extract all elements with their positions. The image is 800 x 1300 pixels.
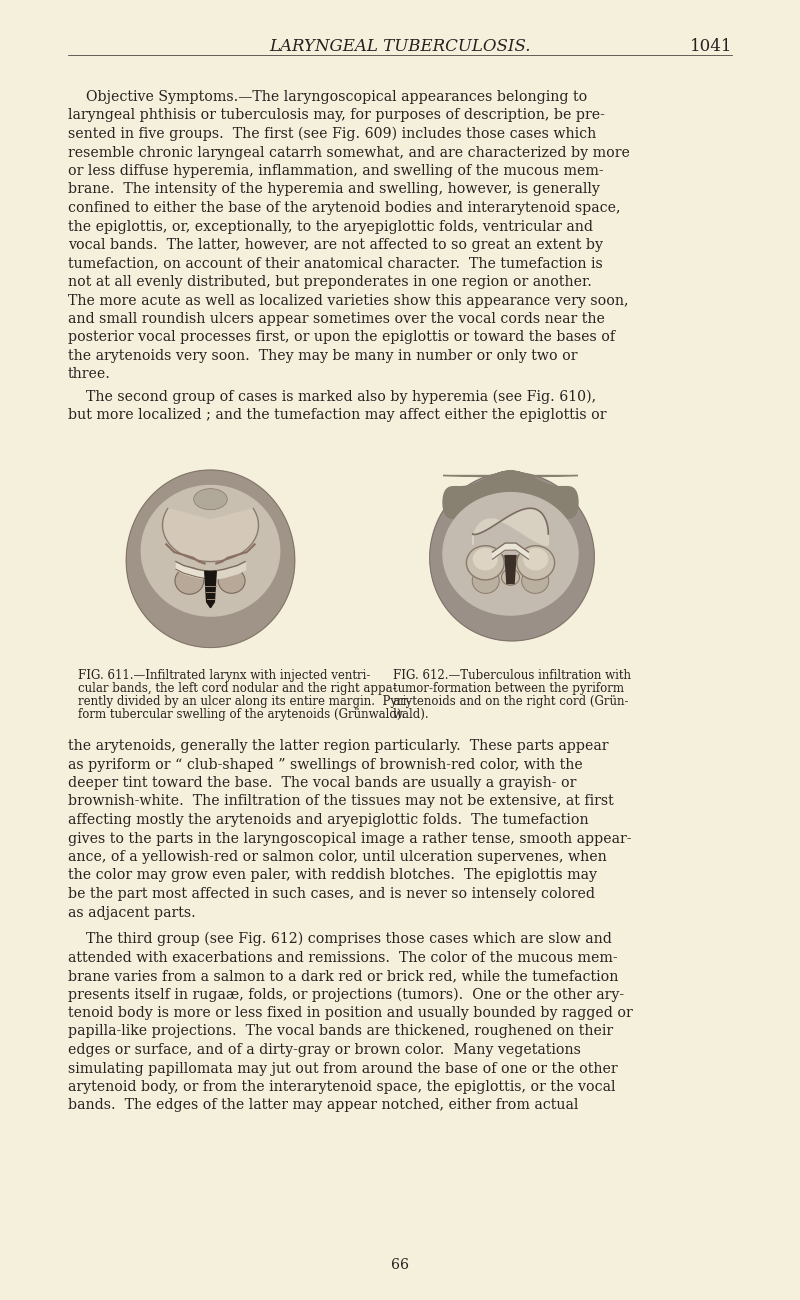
Text: LARYNGEAL TUBERCULOSIS.: LARYNGEAL TUBERCULOSIS.	[270, 38, 530, 55]
Text: brane varies from a salmon to a dark red or brick red, while the tumefaction: brane varies from a salmon to a dark red…	[68, 968, 618, 983]
Text: resemble chronic laryngeal catarrh somewhat, and are characterized by more: resemble chronic laryngeal catarrh somew…	[68, 146, 630, 160]
Text: three.: three.	[68, 368, 111, 381]
Ellipse shape	[466, 546, 504, 580]
Text: attended with exacerbations and remissions.  The color of the mucous mem-: attended with exacerbations and remissio…	[68, 950, 618, 965]
Text: cular bands, the left cord nodular and the right appa-: cular bands, the left cord nodular and t…	[78, 682, 397, 696]
Text: The second group of cases is marked also by hyperemia (see Fig. 610),: The second group of cases is marked also…	[68, 390, 596, 404]
Text: form tubercular swelling of the arytenoids (Grünwald).: form tubercular swelling of the arytenoi…	[78, 708, 406, 722]
Text: but more localized ; and the tumefaction may affect either the epiglottis or: but more localized ; and the tumefaction…	[68, 408, 606, 422]
Text: be the part most affected in such cases, and is never so intensely colored: be the part most affected in such cases,…	[68, 887, 595, 901]
Text: edges or surface, and of a dirty-gray or brown color.  Many vegetations: edges or surface, and of a dirty-gray or…	[68, 1043, 581, 1057]
Text: wald).: wald).	[393, 708, 430, 722]
Text: brownish-white.  The infiltration of the tissues may not be extensive, at first: brownish-white. The infiltration of the …	[68, 794, 614, 809]
Text: tumor-formation between the pyriform: tumor-formation between the pyriform	[393, 682, 624, 696]
Polygon shape	[443, 493, 578, 615]
Ellipse shape	[502, 569, 519, 585]
Polygon shape	[162, 508, 258, 562]
Text: FIG. 611.—Infiltrated larynx with injected ventri-: FIG. 611.—Infiltrated larynx with inject…	[78, 670, 370, 682]
Polygon shape	[443, 471, 578, 534]
Text: FIG. 612.—Tuberculous infiltration with: FIG. 612.—Tuberculous infiltration with	[393, 670, 631, 682]
Text: simulating papillomata may jut out from around the base of one or the other: simulating papillomata may jut out from …	[68, 1062, 618, 1075]
Text: affecting mostly the arytenoids and aryepiglottic folds.  The tumefaction: affecting mostly the arytenoids and arye…	[68, 812, 589, 827]
Text: or less diffuse hyperemia, inflammation, and swelling of the mucous mem-: or less diffuse hyperemia, inflammation,…	[68, 164, 604, 178]
Text: gives to the parts in the laryngoscopical image a rather tense, smooth appear-: gives to the parts in the laryngoscopica…	[68, 832, 631, 845]
Text: confined to either the base of the arytenoid bodies and interarytenoid space,: confined to either the base of the aryte…	[68, 202, 621, 214]
Text: papilla-like projections.  The vocal bands are thickened, roughened on their: papilla-like projections. The vocal band…	[68, 1024, 613, 1039]
Text: laryngeal phthisis or tuberculosis may, for purposes of description, be pre-: laryngeal phthisis or tuberculosis may, …	[68, 108, 605, 122]
Text: ance, of a yellowish-red or salmon color, until ulceration supervenes, when: ance, of a yellowish-red or salmon color…	[68, 850, 606, 865]
Text: tumefaction, on account of their anatomical character.  The tumefaction is: tumefaction, on account of their anatomi…	[68, 256, 602, 270]
Text: as pyriform or “ club-shaped ” swellings of brownish-red color, with the: as pyriform or “ club-shaped ” swellings…	[68, 758, 582, 771]
Text: vocal bands.  The latter, however, are not affected to so great an extent by: vocal bands. The latter, however, are no…	[68, 238, 603, 252]
Text: presents itself in rugaæ, folds, or projections (tumors).  One or the other ary-: presents itself in rugaæ, folds, or proj…	[68, 988, 624, 1002]
Polygon shape	[505, 555, 516, 584]
Text: brane.  The intensity of the hyperemia and swelling, however, is generally: brane. The intensity of the hyperemia an…	[68, 182, 600, 196]
Polygon shape	[205, 571, 216, 607]
Polygon shape	[126, 471, 294, 647]
Text: deeper tint toward the base.  The vocal bands are usually a grayish- or: deeper tint toward the base. The vocal b…	[68, 776, 576, 790]
Ellipse shape	[517, 546, 554, 580]
Text: rently divided by an ulcer along its entire margin.  Pyri-: rently divided by an ulcer along its ent…	[78, 696, 410, 708]
Text: arytenoids and on the right cord (Grün-: arytenoids and on the right cord (Grün-	[393, 696, 629, 708]
Text: Objective Symptoms.—The laryngoscopical appearances belonging to: Objective Symptoms.—The laryngoscopical …	[68, 90, 587, 104]
Ellipse shape	[218, 568, 245, 593]
Text: the epiglottis, or, exceptionally, to the aryepiglottic folds, ventricular and: the epiglottis, or, exceptionally, to th…	[68, 220, 593, 234]
Text: 66: 66	[391, 1258, 409, 1271]
Ellipse shape	[473, 549, 498, 571]
Text: and small roundish ulcers appear sometimes over the vocal cords near the: and small roundish ulcers appear sometim…	[68, 312, 605, 326]
Ellipse shape	[522, 568, 549, 593]
Text: sented in five groups.  The first (see Fig. 609) includes those cases which: sented in five groups. The first (see Fi…	[68, 127, 596, 142]
Text: 1041: 1041	[690, 38, 732, 55]
Polygon shape	[142, 485, 280, 616]
Text: The more acute as well as localized varieties show this appearance very soon,: The more acute as well as localized vari…	[68, 294, 629, 308]
Text: posterior vocal processes first, or upon the epiglottis or toward the bases of: posterior vocal processes first, or upon…	[68, 330, 615, 344]
Text: the arytenoids very soon.  They may be many in number or only two or: the arytenoids very soon. They may be ma…	[68, 348, 578, 363]
Ellipse shape	[472, 568, 499, 593]
Polygon shape	[430, 472, 594, 641]
Text: the color may grow even paler, with reddish blotches.  The epiglottis may: the color may grow even paler, with redd…	[68, 868, 597, 883]
Polygon shape	[493, 543, 529, 559]
Ellipse shape	[175, 567, 204, 594]
Text: The third group (see Fig. 612) comprises those cases which are slow and: The third group (see Fig. 612) comprises…	[68, 932, 612, 946]
Text: bands.  The edges of the latter may appear notched, either from actual: bands. The edges of the latter may appea…	[68, 1098, 578, 1113]
Text: arytenoid body, or from the interarytenoid space, the epiglottis, or the vocal: arytenoid body, or from the interaryteno…	[68, 1080, 615, 1095]
Text: the arytenoids, generally the latter region particularly.  These parts appear: the arytenoids, generally the latter reg…	[68, 738, 609, 753]
Ellipse shape	[194, 489, 227, 510]
Ellipse shape	[523, 549, 548, 571]
Text: not at all evenly distributed, but preponderates in one region or another.: not at all evenly distributed, but prepo…	[68, 276, 592, 289]
Polygon shape	[473, 508, 548, 545]
Text: tenoid body is more or less fixed in position and usually bounded by ragged or: tenoid body is more or less fixed in pos…	[68, 1006, 633, 1021]
Text: as adjacent parts.: as adjacent parts.	[68, 906, 196, 919]
